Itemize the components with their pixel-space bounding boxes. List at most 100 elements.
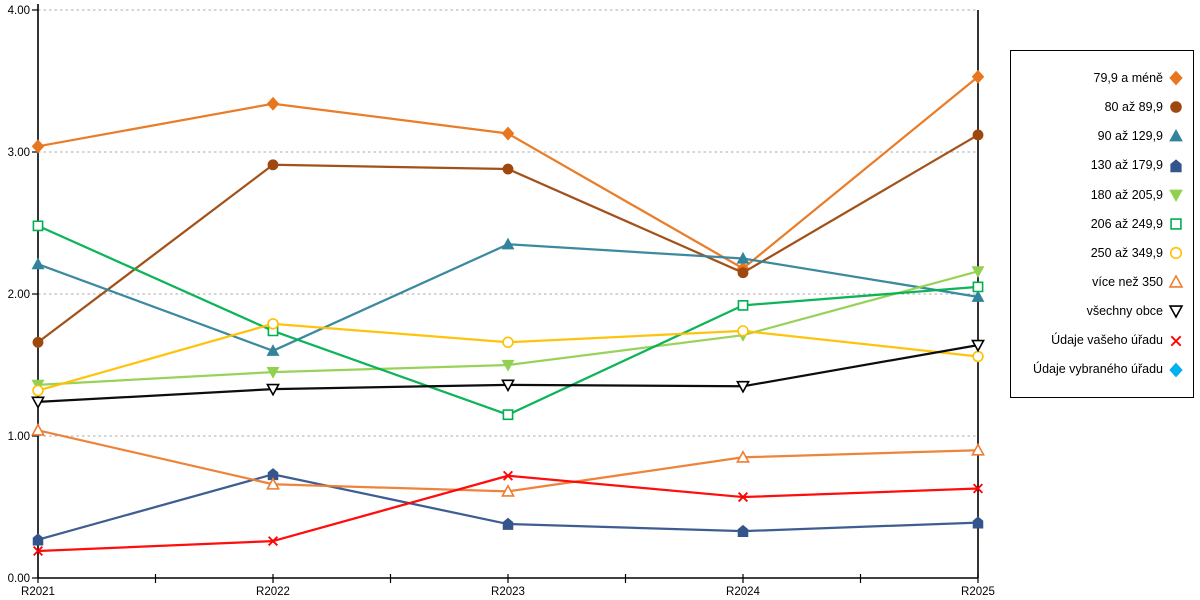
legend-item: 80 až 89,9 bbox=[1015, 99, 1184, 115]
legend-item: Údaje vybraného úřadu bbox=[1015, 362, 1184, 378]
triangle-down-marker-icon bbox=[1169, 189, 1183, 202]
data-point-marker bbox=[737, 524, 749, 537]
circle-marker-glyph bbox=[1170, 101, 1182, 114]
data-point-marker bbox=[737, 492, 749, 503]
data-point-marker bbox=[267, 159, 279, 171]
data-point-marker bbox=[502, 163, 514, 175]
data-point-marker bbox=[972, 350, 984, 363]
y-tick-label: 4.00 bbox=[8, 5, 30, 17]
data-point-marker bbox=[31, 257, 45, 270]
data-point-marker bbox=[972, 129, 984, 141]
data-point-marker bbox=[501, 237, 515, 250]
series-line bbox=[36, 343, 980, 404]
data-point-marker bbox=[971, 266, 985, 278]
y-tick-label: 3.00 bbox=[8, 147, 30, 159]
triangle-down-marker-glyph bbox=[1168, 305, 1184, 320]
triangle-up-marker-icon bbox=[1168, 274, 1184, 288]
legend-item-label: Údaje vašeho úřadu bbox=[1051, 333, 1163, 348]
data-point-marker bbox=[266, 96, 280, 111]
data-point-marker bbox=[736, 380, 750, 394]
data-point-marker bbox=[971, 339, 985, 353]
x-tick-label: R2024 bbox=[726, 586, 760, 598]
legend-item-label: 80 až 89,9 bbox=[1104, 100, 1163, 115]
data-point-marker bbox=[972, 483, 984, 494]
pentagon-marker-icon bbox=[1170, 158, 1182, 172]
data-point-marker bbox=[972, 516, 984, 529]
x-tick-label: R2021 bbox=[21, 586, 55, 598]
data-point-marker bbox=[737, 267, 749, 279]
diamond-marker-icon bbox=[1169, 362, 1183, 378]
legend: 79,9 a méně 80 až 89,9 90 až 129,9 130 až 1… bbox=[1010, 50, 1194, 398]
data-point-marker bbox=[32, 336, 44, 348]
x-tick-label: R2025 bbox=[961, 586, 995, 598]
data-point-marker bbox=[502, 517, 514, 530]
data-point-marker bbox=[736, 251, 750, 264]
y-tick-label: 1.00 bbox=[8, 431, 30, 443]
legend-item: 206 až 249,9 bbox=[1015, 216, 1184, 232]
data-point-marker bbox=[501, 126, 515, 141]
data-point-marker bbox=[737, 325, 749, 337]
data-point-marker bbox=[502, 470, 514, 481]
data-point-marker bbox=[502, 336, 514, 349]
data-point-marker bbox=[501, 379, 515, 393]
data-point-marker bbox=[31, 423, 45, 436]
x-marker-icon bbox=[1170, 335, 1182, 346]
circle-marker-icon bbox=[1170, 101, 1182, 114]
legend-item: 130 až 179,9 bbox=[1015, 158, 1184, 174]
legend-item: 250 až 349,9 bbox=[1015, 245, 1184, 261]
circle-marker-icon bbox=[1169, 247, 1183, 260]
triangle-down-marker-glyph bbox=[1169, 189, 1183, 202]
triangle-down-marker-icon bbox=[1168, 305, 1184, 320]
data-point-marker bbox=[971, 290, 985, 302]
legend-item: 180 až 205,9 bbox=[1015, 187, 1184, 203]
data-point-marker bbox=[32, 546, 44, 557]
triangle-up-marker-icon bbox=[1169, 129, 1183, 142]
diamond-marker-icon bbox=[1169, 70, 1183, 86]
legend-item-label: 130 až 179,9 bbox=[1090, 158, 1163, 173]
y-tick-label: 2.00 bbox=[8, 289, 30, 301]
legend-item-label: 79,9 a méně bbox=[1093, 70, 1164, 85]
data-point-marker bbox=[267, 536, 279, 547]
legend-item: Údaje vašeho úřadu bbox=[1015, 333, 1184, 349]
data-point-marker bbox=[971, 442, 985, 456]
square-marker-glyph bbox=[1170, 218, 1182, 230]
data-point-marker bbox=[31, 139, 45, 154]
diamond-marker-glyph bbox=[1169, 70, 1183, 86]
legend-item: více než 350 bbox=[1015, 274, 1184, 290]
series-line bbox=[36, 429, 980, 493]
legend-item: 90 až 129,9 bbox=[1015, 128, 1184, 144]
pentagon-marker-glyph bbox=[1170, 158, 1182, 172]
legend-item-label: 90 až 129,9 bbox=[1097, 129, 1163, 144]
legend-item-label: 180 až 205,9 bbox=[1090, 187, 1163, 202]
data-point-marker bbox=[501, 484, 515, 497]
diamond-marker-glyph bbox=[1169, 362, 1183, 378]
square-marker-icon bbox=[1170, 218, 1182, 230]
data-point-marker bbox=[32, 220, 44, 232]
data-point-marker bbox=[32, 384, 44, 397]
data-point-marker bbox=[972, 281, 984, 293]
legend-item-label: všechny obce bbox=[1086, 304, 1163, 319]
legend-item-label: 206 až 249,9 bbox=[1090, 216, 1163, 231]
data-point-marker bbox=[971, 69, 985, 84]
y-tick-label: 0.00 bbox=[8, 573, 30, 585]
data-point-marker bbox=[32, 533, 44, 546]
legend-item: 79,9 a méně bbox=[1015, 70, 1184, 86]
data-point-marker bbox=[266, 344, 280, 356]
data-point-marker bbox=[267, 318, 279, 330]
data-point-marker bbox=[737, 299, 749, 311]
data-point-marker bbox=[736, 450, 750, 463]
triangle-up-marker-glyph bbox=[1168, 274, 1184, 288]
x-tick-label: R2023 bbox=[491, 586, 525, 598]
data-point-marker bbox=[266, 383, 280, 397]
legend-item-label: více než 350 bbox=[1092, 275, 1163, 289]
triangle-up-marker-glyph bbox=[1169, 129, 1183, 142]
legend-item-label: 250 až 349,9 bbox=[1090, 245, 1163, 260]
data-point-marker bbox=[501, 359, 515, 372]
data-point-marker bbox=[266, 477, 280, 490]
legend-item-label: Údaje vybraného úřadu bbox=[1033, 362, 1163, 377]
data-point-marker bbox=[502, 409, 514, 421]
data-point-marker bbox=[266, 367, 280, 379]
data-point-marker bbox=[31, 396, 45, 410]
